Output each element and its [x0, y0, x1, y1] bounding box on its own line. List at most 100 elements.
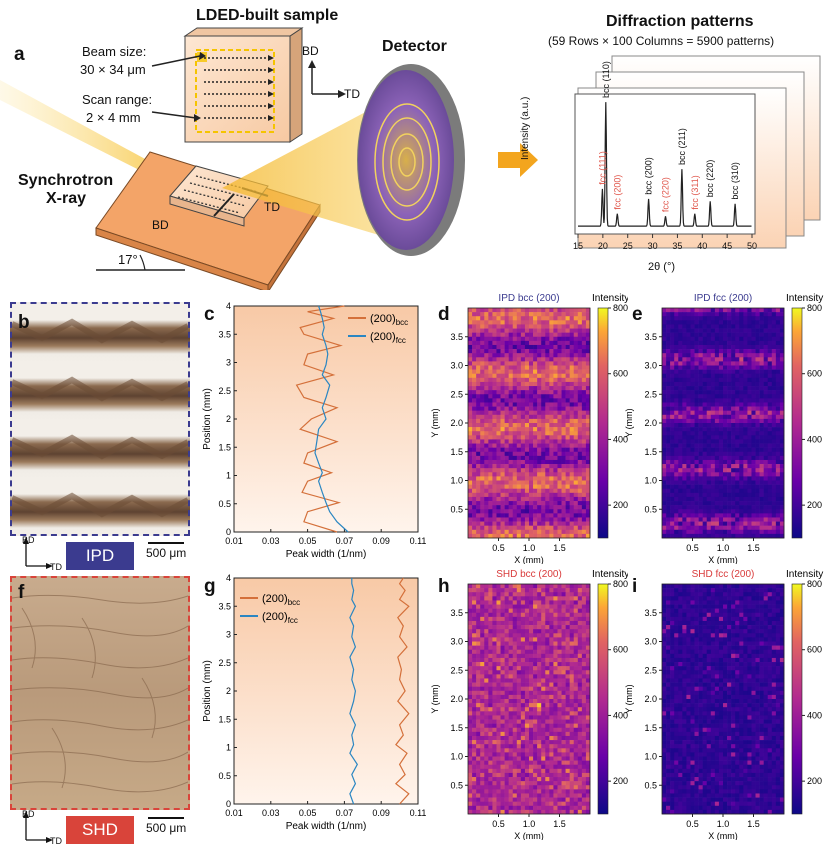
x-tick-label: 0.05 [299, 808, 317, 818]
heatmap-y-tick-label: 0.5 [644, 504, 657, 514]
heatmap-x-tick-label: 1.0 [523, 543, 536, 553]
x-tick-label: 0.05 [299, 536, 317, 546]
xrd-peak-label: fcc (200) [612, 175, 622, 210]
heatmap-y-tick-label: 1.0 [644, 752, 657, 762]
heatmap-y-tick-label: 0.5 [450, 504, 463, 514]
colorbar-tick-label: 600 [613, 369, 628, 379]
heatmap-y-tick-label: 2.0 [644, 694, 657, 704]
y-tick-label: 2.5 [218, 386, 231, 396]
heatmap-y-tick-label: 3.5 [644, 608, 657, 618]
series-fcc-line [314, 305, 349, 533]
diffraction-title: Diffraction patterns [606, 13, 754, 30]
heatmap-y-tick-label: 2.5 [644, 389, 657, 399]
y-tick-label: 1 [226, 743, 231, 753]
xrd-peak-label: bcc (310) [730, 162, 740, 200]
xrd-peak-label: bcc (220) [705, 160, 715, 198]
heatmap-y-tick-label: 2.0 [450, 418, 463, 428]
y-tick-label: 3 [226, 358, 231, 368]
detector-label: Detector [382, 38, 447, 55]
heatmap-y-tick-label: 0.5 [450, 780, 463, 790]
legend-label: (200)fcc [370, 331, 406, 345]
legend-label: (200)bcc [262, 593, 300, 607]
y-axis-label: Position (mm) [202, 660, 213, 722]
heatmap-shd-fcc: SHD fcc (200) 0.5 1.0 1.5 3.5 3.0 2.5 2.0 1.5 1.0… [624, 569, 824, 840]
series-bcc-line [394, 577, 410, 805]
colorbar-tick-label: 400 [613, 710, 628, 720]
heatmap-y-tick-label: 1.0 [450, 476, 463, 486]
y-tick-label: 3.5 [218, 601, 231, 611]
heatmap-ylabel: Y (mm) [430, 684, 440, 713]
shd-micrograph [10, 576, 190, 810]
heatmap-cells [468, 308, 591, 539]
ipd-orientation-axes [23, 537, 53, 569]
heatmap-ipd-bcc: IPD bcc (200) 0.5 1.0 1.5 3.5 3.0 2.5 2.0 1.5 1.0… [430, 293, 628, 564]
shd-scale-bar [148, 817, 184, 819]
heatmap-ylabel: Y (mm) [624, 684, 634, 713]
colorbar-label: Intensity (-) [592, 569, 628, 580]
plot-background [234, 578, 418, 804]
colorbar-tick-label: 600 [807, 645, 822, 655]
panel-label-e: e [632, 304, 643, 325]
ipd-scale-label: 500 μm [146, 546, 187, 560]
x-tick-label: 0.01 [225, 536, 243, 546]
colorbar-tick-label: 600 [807, 369, 822, 379]
xrd-x-tick-label: 20 [598, 241, 608, 251]
panel-label-f: f [18, 582, 25, 603]
x-tick-label: 0.01 [225, 808, 243, 818]
shd-td-label: TD [50, 836, 62, 846]
heatmap-y-tick-label: 2.5 [450, 389, 463, 399]
heatmap-y-tick-label: 1.5 [450, 447, 463, 457]
xrd-x-tick-label: 15 [573, 241, 583, 251]
xrd-peak-label: bcc (200) [644, 157, 654, 195]
series-fcc-line [349, 578, 358, 805]
heatmap-x-tick-label: 0.5 [686, 819, 699, 829]
heatmap-shd-bcc: SHD bcc (200) 0.5 1.0 1.5 3.5 3.0 2.5 2.0 1.5 1.0… [430, 569, 628, 840]
y-tick-label: 4 [226, 573, 231, 583]
ipd-td-label: TD [50, 562, 62, 572]
colorbar [597, 307, 609, 539]
axis-bd-label: BD [302, 44, 319, 58]
y-tick-label: 2 [226, 414, 231, 424]
y-tick-label: 1.5 [218, 442, 231, 452]
xrd-peak-label: bcc (211) [677, 128, 687, 165]
heatmap-y-tick-label: 2.0 [450, 694, 463, 704]
setup-schematic: 15 20 25 30 35 40 45 50 fcc (111)bcc (110)fcc (… [0, 27, 821, 290]
peak-width-chart-shd: 0.01 0.03 0.05 0.07 0.09 0.11 0 0.5 1 1.5 2 2.5 3 3.5… [202, 573, 426, 832]
panel-label-c: c [204, 304, 215, 325]
heatmap-xlabel: X (mm) [514, 831, 544, 840]
heatmap-ylabel: Y (mm) [430, 408, 440, 437]
xrd-x-tick-label: 40 [697, 241, 707, 251]
diffraction-cone [222, 98, 402, 242]
colorbar-tick-label: 800 [807, 579, 822, 589]
xrd-x-tick-label: 50 [747, 241, 757, 251]
heatmap-y-tick-label: 1.5 [450, 723, 463, 733]
panel-label-a: a [14, 44, 25, 65]
colorbar-label: Intensity (-) [592, 293, 628, 304]
stage-bd-label: BD [152, 218, 169, 232]
heatmap-xlabel: X (mm) [514, 555, 544, 564]
sample-title: LDED-built sample [196, 7, 339, 24]
heatmap-xlabel: X (mm) [708, 831, 738, 840]
heatmap-x-tick-label: 1.0 [717, 819, 730, 829]
y-tick-label: 2.5 [218, 658, 231, 668]
x-axis-label: Peak width (1/nm) [286, 821, 367, 832]
beam-size-label: Beam size: [82, 44, 147, 59]
heatmap-y-tick-label: 2.0 [644, 418, 657, 428]
x-tick-label: 0.07 [336, 808, 354, 818]
colorbar [597, 583, 609, 815]
y-tick-label: 1 [226, 471, 231, 481]
ipd-bd-label: BD [22, 535, 35, 545]
colorbar-tick-label: 400 [807, 434, 822, 444]
y-tick-label: 3 [226, 630, 231, 640]
y-tick-label: 1.5 [218, 714, 231, 724]
colorbar [791, 307, 803, 539]
beam-size-value: 30 × 34 μm [80, 62, 146, 77]
panel-label-h: h [438, 576, 450, 597]
y-tick-label: 4 [226, 301, 231, 311]
panel-label-g: g [204, 576, 216, 597]
xrd-peak-label: fcc (311) [690, 175, 700, 209]
heatmap-x-tick-label: 1.5 [553, 543, 566, 553]
heatmap-title: IPD bcc (200) [498, 293, 559, 304]
y-tick-label: 0.5 [218, 771, 231, 781]
x-tick-label: 0.07 [336, 536, 354, 546]
